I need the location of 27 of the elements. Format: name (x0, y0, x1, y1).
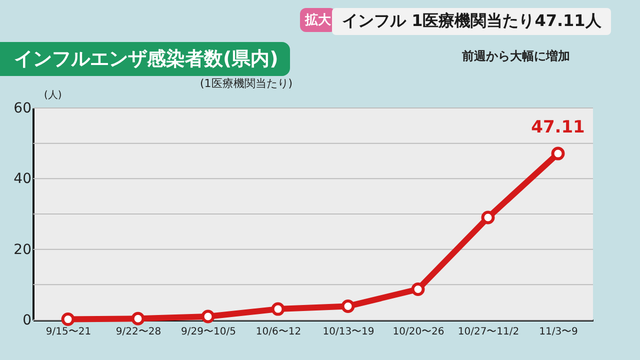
chart-subtitle: (1医療機関当たり) (200, 76, 293, 91)
x-tick-label: 10/20〜26 (392, 326, 444, 338)
point (341, 299, 355, 313)
point (201, 310, 215, 324)
x-tick-label: 10/13〜19 (322, 326, 374, 338)
y-tick-label: 0 (22, 312, 32, 328)
x-tick-label: 10/6〜12 (256, 326, 302, 338)
point (61, 312, 75, 326)
y-axis-title: (人) (44, 89, 62, 102)
text: 前週から大幅に増加 (462, 48, 570, 65)
x-tick-label: 10/27〜11/2 (458, 326, 520, 338)
x-tick-label: 11/3〜9 (539, 326, 578, 338)
text: インフル 1医療機関当たり47.11人 (332, 8, 612, 35)
y-tick-label: 20 (14, 242, 32, 258)
point (271, 302, 285, 316)
point (131, 312, 145, 326)
point (551, 146, 565, 160)
point (481, 210, 495, 224)
point (411, 282, 425, 296)
chart-title: インフルエンザ感染者数(県内) (0, 42, 290, 76)
x-tick-label: 9/22〜28 (116, 326, 162, 338)
y-tick-label: 60 (14, 100, 32, 116)
x-tick-label: 9/29〜10/5 (181, 326, 236, 338)
data-label: 47.11 (531, 118, 585, 138)
text: 拡大 (300, 8, 336, 32)
y-tick-label: 40 (14, 171, 32, 188)
x-tick-label: 9/15〜21 (46, 326, 92, 338)
